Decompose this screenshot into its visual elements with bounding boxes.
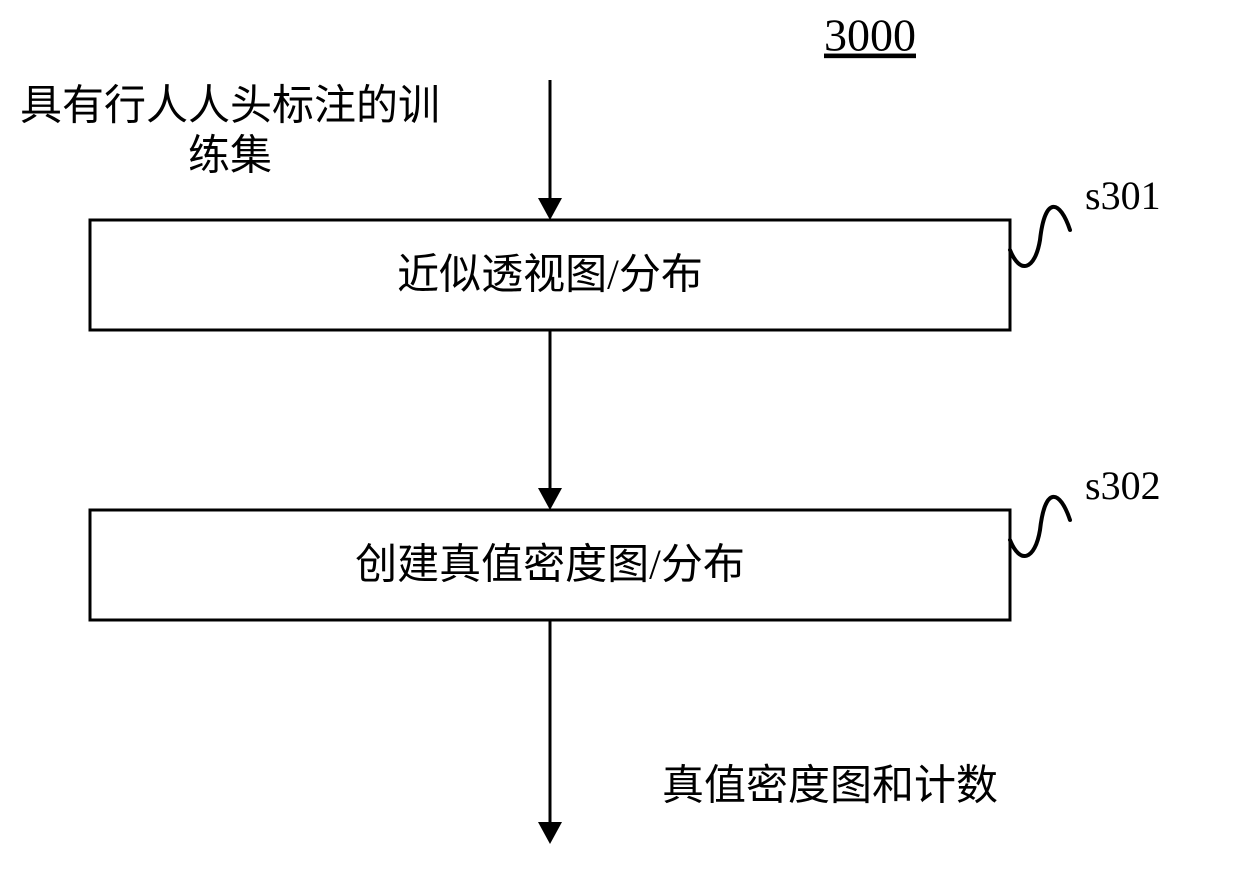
step-tag-s302: s302 [1085, 463, 1161, 508]
arrow-mid-head [538, 488, 562, 510]
step-label-s301: 近似透视图/分布 [397, 253, 703, 299]
connector-s301 [1010, 207, 1070, 266]
connector-s302 [1010, 497, 1070, 556]
diagram-number: 3000 [824, 10, 916, 61]
input-label-line2: 练集 [188, 133, 272, 180]
input-label-line1: 具有行人人头标注的训 [20, 83, 440, 130]
step-label-s302: 创建真值密度图/分布 [355, 542, 745, 589]
arrow-out-head [538, 822, 562, 844]
output-label: 真值密度图和计数 [662, 763, 998, 810]
flowchart-diagram: 3000 具有行人人头标注的训练集近似透视图/分布 s301 创建真值密度图/分布 s3… [0, 0, 1240, 877]
arrow-in-head [538, 198, 562, 220]
step-tag-s301: s301 [1085, 173, 1161, 218]
